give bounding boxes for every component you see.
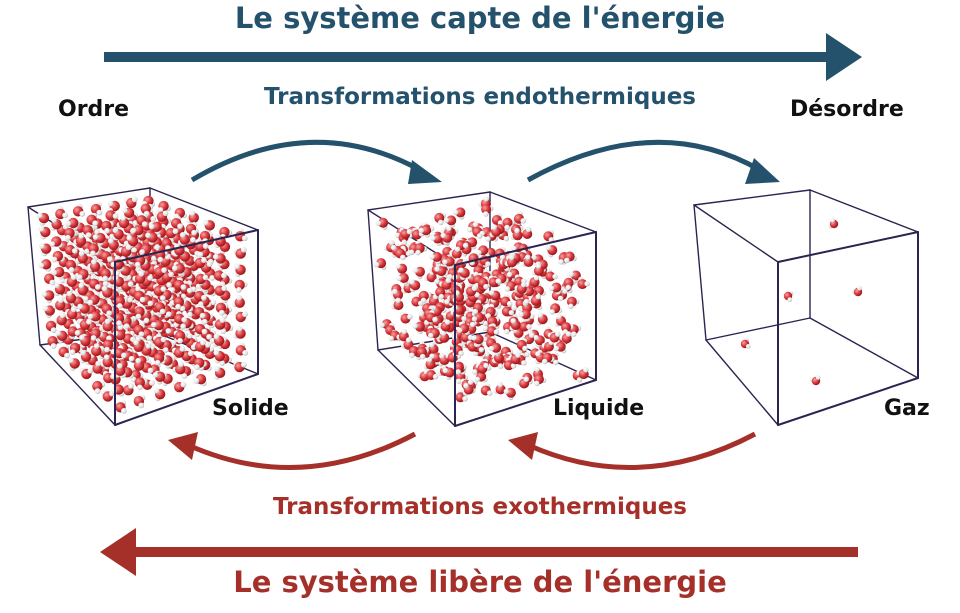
energy-released-title: Le système libère de l'énergie	[233, 565, 727, 599]
endothermic-label: Transformations endothermiques	[263, 84, 696, 110]
solid-to-liquid-arrow	[190, 139, 442, 184]
gas-to-liquid-arrow	[508, 431, 757, 471]
liquid-cube	[367, 191, 597, 427]
energy-absorbed-title: Le système capte de l'énergie	[234, 1, 726, 35]
gas-label: Gaz	[884, 396, 930, 421]
solid-cube	[27, 187, 259, 426]
gas-cube	[693, 189, 919, 426]
disorder-label: Désordre	[790, 97, 904, 122]
liquid-label: Liquide	[553, 396, 645, 421]
order-label: Ordre	[58, 97, 130, 122]
liquid-to-gas-arrow	[526, 139, 780, 184]
exothermic-label: Transformations exothermiques	[273, 494, 687, 520]
solid-label: Solide	[212, 396, 289, 421]
liquid-to-solid-arrow	[168, 431, 417, 471]
energy-absorbed-arrow	[104, 33, 862, 81]
energy-released-arrow	[100, 528, 858, 576]
